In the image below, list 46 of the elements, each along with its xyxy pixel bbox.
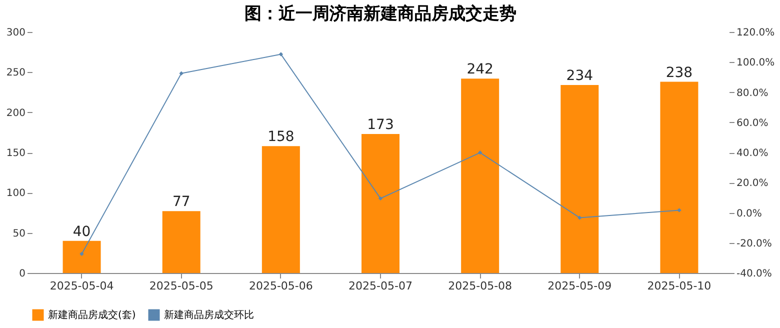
data-label: 158 (268, 129, 294, 146)
y2-tick-label: 80.0% (736, 88, 768, 99)
x-tick-label: 2025-05-07 (348, 280, 412, 292)
y-tick-label: 150 (6, 148, 26, 159)
chart-title: 图：近一周济南新建商品房成交走势 (244, 4, 516, 24)
x-tick-label: 2025-05-10 (647, 280, 712, 292)
y2-tick-label: -40.0% (736, 268, 772, 280)
point (578, 216, 582, 220)
y2-tick-label: 20.0% (736, 178, 768, 190)
point (677, 208, 682, 212)
point (179, 71, 184, 76)
point (378, 196, 383, 201)
bar (660, 82, 698, 273)
legend-label: 新建商品房成交环比 (164, 309, 254, 321)
x-tick-label: 2025-05-06 (248, 280, 313, 292)
y-tick-label: 300 (6, 28, 26, 38)
x-tick-label: 2025-05-04 (50, 280, 114, 292)
data-label: 173 (367, 117, 394, 134)
bar (560, 85, 599, 273)
bar (162, 211, 200, 273)
x-tick-label: 2025-05-05 (149, 280, 214, 292)
y2-tick-label: 0.0% (736, 208, 762, 220)
bar (461, 78, 500, 273)
bar (362, 134, 400, 273)
y2-tick-label: -20.0% (736, 238, 772, 250)
y-tick-label: 200 (6, 108, 26, 119)
bar (62, 240, 101, 273)
y-tick-label: 0 (19, 268, 26, 280)
y2-tick-label: 120.0% (736, 28, 775, 38)
x-tick-label: 2025-05-09 (548, 280, 612, 292)
bar (262, 146, 300, 273)
x-tick-label: 2025-05-08 (448, 280, 512, 292)
data-label: 238 (666, 64, 693, 81)
point (478, 150, 482, 155)
y2-tick-label: 40.0% (736, 148, 768, 159)
y2-tick-label: 100.0% (736, 58, 775, 69)
data-label: 77 (172, 194, 190, 210)
point (80, 252, 84, 256)
y-tick-label: 100 (6, 188, 26, 200)
y-tick-label: 250 (6, 68, 26, 79)
data-label: 234 (566, 68, 594, 84)
data-label: 242 (466, 62, 494, 78)
y-tick-label: 50 (12, 228, 26, 240)
y2-tick-label: 60.0% (736, 118, 768, 129)
legend-label: 新建商品房成交(套) (48, 309, 136, 321)
data-label: 40 (72, 224, 91, 240)
